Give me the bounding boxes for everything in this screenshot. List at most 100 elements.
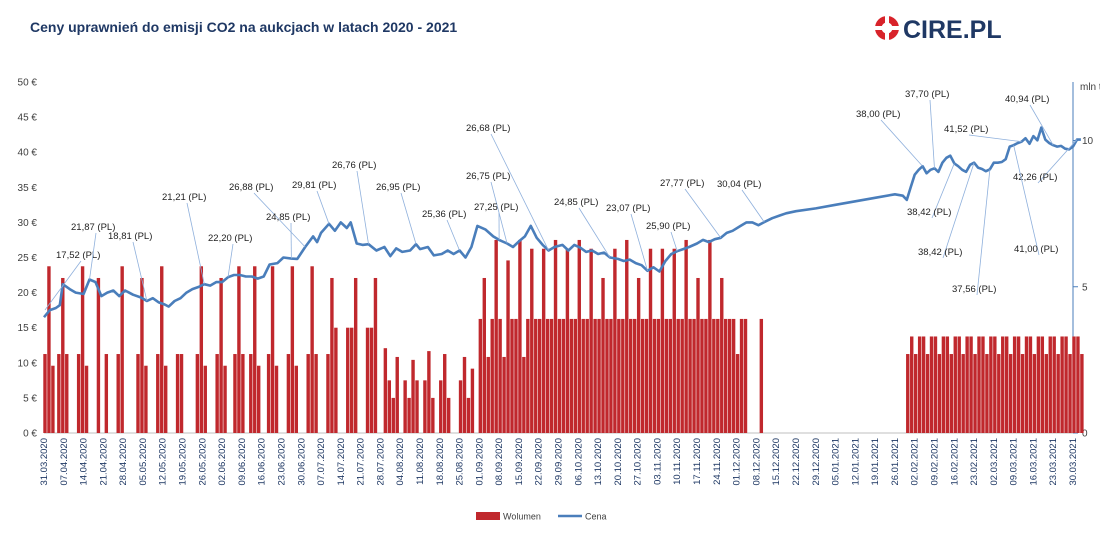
left-axis-tick: 40 € xyxy=(18,148,38,159)
cire-logo: CIRE.PL xyxy=(874,15,1002,44)
volume-bar xyxy=(743,318,748,433)
volume-bar xyxy=(632,318,637,433)
volume-bar xyxy=(383,348,388,433)
annotation-leader xyxy=(490,181,508,244)
volume-bar xyxy=(270,266,275,433)
x-axis-tick: 31.03.2020 xyxy=(39,438,50,486)
volume-bar xyxy=(957,336,961,433)
volume-bar xyxy=(156,354,160,433)
x-axis-tick: 05.05.2020 xyxy=(138,438,149,486)
annotation-leader xyxy=(253,192,306,248)
price-annotation: 27,77 (PL) xyxy=(660,178,704,189)
volume-bar xyxy=(353,277,358,433)
price-annotation: 41,52 (PL) xyxy=(944,124,988,135)
x-axis-tick: 14.07.2020 xyxy=(336,438,347,486)
volume-bar xyxy=(672,248,676,433)
volume-bar xyxy=(470,368,475,433)
volume-bar xyxy=(545,318,550,433)
volume-bar xyxy=(407,397,411,433)
volume-bar xyxy=(605,318,609,433)
volume-bar xyxy=(175,354,180,433)
x-axis-tick: 19.05.2020 xyxy=(178,438,189,486)
annotation-leader xyxy=(931,163,955,219)
volume-bar xyxy=(1056,354,1060,433)
volume-bar xyxy=(1020,354,1025,433)
volume-bar xyxy=(199,266,204,433)
annotation-leader xyxy=(316,190,330,224)
left-axis-tick: 35 € xyxy=(18,183,38,194)
price-annotation: 24,85 (PL) xyxy=(554,197,598,208)
volume-bar xyxy=(913,354,918,433)
left-axis-tick: 15 € xyxy=(18,323,38,334)
volume-bar xyxy=(1060,336,1064,433)
volume-bar xyxy=(120,266,124,433)
volume-bar xyxy=(518,239,522,433)
volume-bar xyxy=(541,248,546,433)
volume-bar xyxy=(223,365,227,433)
volume-bar xyxy=(692,318,696,433)
x-axis-tick: 07.07.2020 xyxy=(316,438,327,486)
volume-bar xyxy=(720,277,724,433)
volume-bar xyxy=(593,318,597,433)
volume-bars xyxy=(43,239,1084,433)
volume-bar xyxy=(395,356,399,433)
volume-bar xyxy=(478,318,483,433)
volume-bar xyxy=(391,397,395,433)
volume-bar xyxy=(969,336,973,433)
volume-bar xyxy=(716,318,720,433)
annotation-leader xyxy=(670,231,678,252)
volume-bar xyxy=(1072,336,1076,433)
volume-bar xyxy=(65,354,69,433)
volume-bar xyxy=(727,318,732,433)
volume-bar xyxy=(136,354,140,433)
price-annotation: 41,00 (PL) xyxy=(1014,244,1058,255)
volume-bar xyxy=(565,248,570,433)
left-axis-tick: 50 € xyxy=(18,78,38,89)
volume-bar xyxy=(613,248,617,433)
left-axis-tick: 0 € xyxy=(23,429,37,440)
annotation-leader xyxy=(227,243,234,278)
volume-bar xyxy=(1076,336,1080,433)
volume-bar xyxy=(731,318,736,433)
left-axis-tick: 45 € xyxy=(18,113,38,124)
annotation-leader xyxy=(880,119,923,167)
volume-bar xyxy=(589,248,593,433)
volume-bar xyxy=(949,354,954,433)
volume-bar xyxy=(961,354,965,433)
x-axis-tick: 20.10.2020 xyxy=(613,438,624,486)
x-axis-tick: 03.11.2020 xyxy=(652,438,663,485)
price-line-group xyxy=(43,126,1081,319)
price-annotation: 25,90 (PL) xyxy=(646,221,690,232)
price-annotation: 26,76 (PL) xyxy=(332,160,376,171)
volume-bar xyxy=(1036,336,1041,433)
volume-bar xyxy=(411,359,415,433)
volume-bar xyxy=(423,380,427,433)
volume-bar xyxy=(906,354,910,433)
volume-bar xyxy=(233,354,237,433)
volume-bar xyxy=(700,318,704,433)
volume-bar xyxy=(989,336,993,433)
volume-bar xyxy=(921,336,926,433)
volume-bar xyxy=(1024,336,1029,433)
volume-bar xyxy=(621,318,625,433)
annotation-leader xyxy=(630,213,648,271)
volume-bar xyxy=(739,318,744,433)
x-axis-tick: 02.06.2020 xyxy=(217,438,228,486)
volume-bar xyxy=(530,248,534,433)
annotation-leader xyxy=(1029,104,1054,146)
volume-bar xyxy=(680,318,684,433)
volume-bar xyxy=(660,248,665,433)
volume-bar xyxy=(51,365,55,433)
price-annotation: 38,42 (PL) xyxy=(918,247,962,258)
price-annotation: 29,81 (PL) xyxy=(292,180,336,191)
volume-bar xyxy=(306,354,310,433)
volume-bar xyxy=(387,380,392,433)
right-axis-tick: 5 xyxy=(1082,282,1088,293)
volume-bar xyxy=(636,277,641,433)
price-annotation: 26,95 (PL) xyxy=(376,182,420,193)
volume-bar xyxy=(104,354,109,433)
volume-bar xyxy=(953,336,957,433)
left-axis-tick: 20 € xyxy=(18,288,38,299)
volume-bar xyxy=(510,318,514,433)
price-annotation: 27,25 (PL) xyxy=(474,202,518,213)
